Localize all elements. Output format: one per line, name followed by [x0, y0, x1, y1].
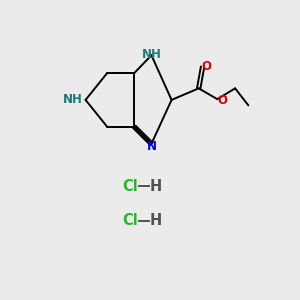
Text: H: H: [150, 178, 162, 194]
Text: O: O: [202, 59, 212, 73]
Text: O: O: [217, 94, 227, 107]
Text: NH: NH: [142, 48, 161, 61]
Text: NH: NH: [63, 93, 83, 106]
Text: N: N: [147, 140, 157, 153]
Text: H: H: [150, 213, 162, 228]
Text: Cl: Cl: [123, 178, 138, 194]
Text: Cl: Cl: [123, 213, 138, 228]
